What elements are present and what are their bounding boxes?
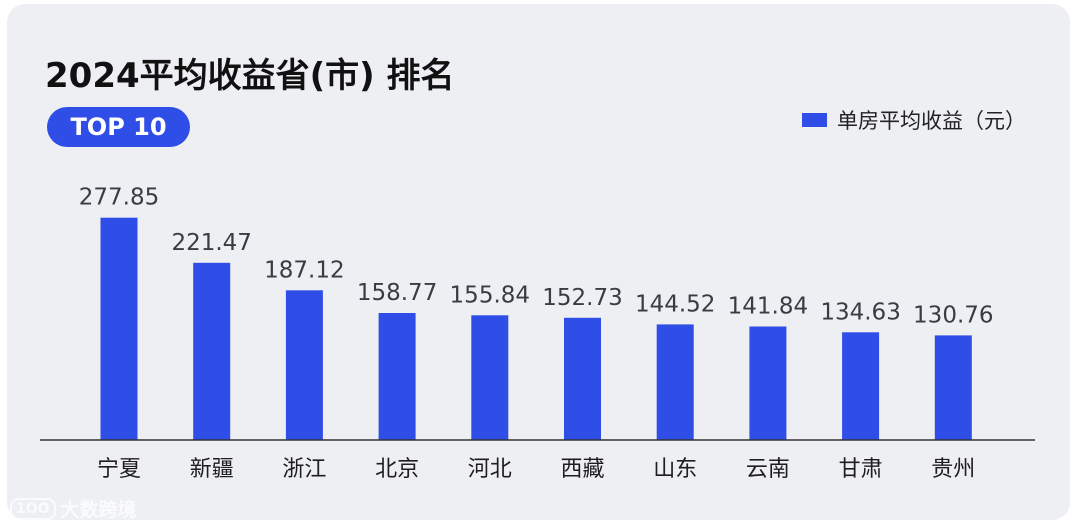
top10-badge: TOP 10 <box>47 107 190 147</box>
bars-layer: 277.85 宁夏 221.47 新疆 187.12 浙江 158.77 北京 155.84 河北… <box>79 185 994 482</box>
category-label-5: 河北 <box>468 457 512 482</box>
bar-1 <box>100 217 138 440</box>
bar-6 <box>564 317 601 440</box>
watermark-text: 大数跨境 <box>60 499 137 521</box>
legend: 单房平均收益（元） <box>802 105 1026 135</box>
category-label-1: 宁夏 <box>97 457 141 482</box>
value-label-8: 141.84 <box>728 294 808 320</box>
category-label-7: 山东 <box>653 457 697 482</box>
bar-7 <box>656 324 694 440</box>
bar-2 <box>193 262 231 440</box>
category-label-4: 北京 <box>375 457 419 482</box>
watermark: 1OO 大数跨境 <box>10 495 137 522</box>
bar-3 <box>285 290 323 440</box>
value-label-6: 152.73 <box>542 285 622 311</box>
value-label-9: 134.63 <box>820 299 900 325</box>
category-label-6: 西藏 <box>560 457 604 482</box>
value-label-4: 158.77 <box>357 280 437 306</box>
value-label-2: 221.47 <box>171 230 251 256</box>
value-label-10: 130.76 <box>913 302 993 328</box>
category-label-3: 浙江 <box>282 457 326 482</box>
category-label-9: 甘肃 <box>839 457 883 482</box>
bar-8 <box>749 326 787 440</box>
value-label-7: 144.52 <box>635 291 715 317</box>
bar-10 <box>934 335 972 440</box>
bar-4 <box>378 313 416 440</box>
chart-title: 2024平均收益省(市) 排名 <box>45 56 455 96</box>
watermark-logo-icon: 1OO <box>10 497 56 520</box>
category-label-8: 云南 <box>746 457 790 482</box>
category-label-2: 新疆 <box>190 457 234 482</box>
value-label-5: 155.84 <box>450 282 530 308</box>
bar-9 <box>842 332 880 440</box>
value-label-3: 187.12 <box>264 257 344 283</box>
category-label-10: 贵州 <box>931 457 975 482</box>
bar-5 <box>471 315 509 440</box>
chart-card: 2024平均收益省(市) 排名 TOP 10 单房平均收益（元） <box>7 4 1070 520</box>
legend-swatch <box>802 113 827 127</box>
value-label-1: 277.85 <box>79 185 159 211</box>
legend-label: 单房平均收益（元） <box>837 109 1026 133</box>
